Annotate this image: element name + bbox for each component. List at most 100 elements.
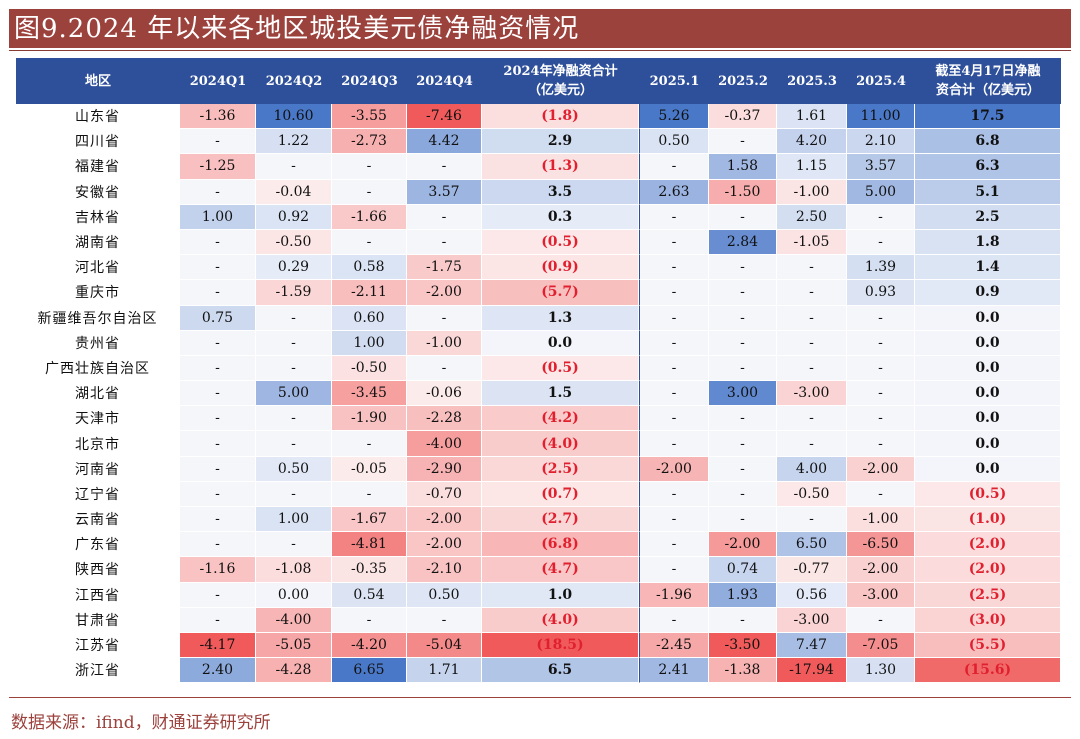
table-row: 陕西省 -1.16 -1.08 -0.35 -2.10 (4.7) -0.74 -0.77 -2…: [16, 557, 1061, 583]
value-cell: -: [256, 532, 332, 558]
value-cell: 1.0: [482, 582, 639, 608]
table-row: 北京市 - - - -4.00 (4.0) - - - -0.0: [16, 431, 1061, 457]
value-cell: 0.3: [482, 204, 639, 230]
value-cell: -1.67: [332, 507, 407, 533]
region-name: 重庆市: [16, 280, 180, 306]
value-cell: 0.0: [915, 330, 1061, 356]
value-cell: -4.00: [407, 431, 482, 457]
value-cell: 1.30: [847, 658, 915, 684]
source-note: 数据来源：ifind，财通证券研究所: [11, 713, 271, 733]
value-cell: -: [709, 507, 777, 533]
table-row: 广东省 - - -4.81 -2.00 (6.8) - -2.00 6.50 -6.50 (2.0): [16, 532, 1061, 558]
value-cell: 1.00: [256, 507, 332, 533]
value-cell: -: [639, 532, 709, 558]
region-name: 河北省: [16, 255, 180, 281]
value-cell: -1.25: [180, 154, 256, 180]
region-name: 安徽省: [16, 179, 180, 205]
value-cell: -: [180, 456, 256, 482]
value-cell: 6.50: [777, 532, 847, 558]
column-header: 2024年净融资合计 （亿美元）: [482, 58, 639, 104]
value-cell: -4.28: [256, 658, 332, 684]
value-cell: (1.8): [482, 104, 639, 130]
value-cell: -: [256, 431, 332, 457]
region-name: 广西壮族自治区: [16, 355, 180, 382]
table-row: 江苏省 -4.17 -5.05 -4.20 -5.04 (18.5) -2.45 -3.50 7…: [16, 632, 1061, 659]
table-row: 广西壮族自治区 - - -0.50- (0.5) - - - -0.0: [16, 355, 1061, 382]
value-cell: -: [407, 305, 482, 331]
value-cell: -: [847, 355, 915, 382]
value-cell: -1.00: [847, 507, 915, 533]
value-cell: 0.58: [332, 255, 407, 281]
region-name: 吉林省: [16, 204, 180, 230]
value-cell: -: [777, 507, 847, 533]
value-cell: 0.50: [256, 456, 332, 482]
value-cell: -: [180, 381, 256, 407]
value-cell: (4.0): [482, 607, 639, 633]
table-row: 吉林省 1.00 0.92 -1.66-0.3- -2.50-2.5: [16, 204, 1061, 230]
table-body: 山东省 -1.36 10.60 -3.55 -7.46 (1.8) 5.26 -0.37 1.6…: [16, 104, 1061, 684]
table-row: 湖北省 -5.00 -3.45 -0.06 1.5-3.00 -3.00-0.0: [16, 381, 1061, 407]
value-cell: -1.16: [180, 557, 256, 583]
value-cell: 2.5: [915, 204, 1061, 230]
value-cell: 6.65: [332, 658, 407, 684]
value-cell: -1.50: [709, 179, 777, 205]
value-cell: -2.00: [407, 507, 482, 533]
value-cell: -: [180, 481, 256, 507]
value-cell: -: [847, 607, 915, 633]
value-cell: -: [639, 355, 709, 382]
value-cell: -: [180, 582, 256, 608]
value-cell: -: [180, 607, 256, 633]
value-cell: 1.15: [777, 154, 847, 180]
value-cell: (4.7): [482, 557, 639, 583]
value-cell: 17.5: [915, 104, 1061, 130]
value-cell: 0.00: [256, 582, 332, 608]
value-cell: -0.06: [407, 381, 482, 407]
value-cell: -: [709, 355, 777, 382]
table-row: 四川省 -1.22 -2.73 4.42 2.9 0.50-4.20 2.10 6.8: [16, 129, 1061, 155]
value-cell: -: [332, 431, 407, 457]
value-cell: 1.3: [482, 305, 639, 331]
value-cell: (6.8): [482, 532, 639, 558]
value-cell: -: [332, 229, 407, 256]
value-cell: -1.38: [709, 658, 777, 684]
value-cell: 0.56: [777, 582, 847, 608]
column-header: 2025.1: [639, 58, 709, 104]
value-cell: 0.93: [847, 280, 915, 306]
value-cell: -3.50: [709, 632, 777, 659]
value-cell: (5.7): [482, 280, 639, 306]
table-row: 云南省 -1.00 -1.67 -2.00 (2.7) - - - -1.00 (1.0): [16, 507, 1061, 533]
value-cell: (0.9): [482, 255, 639, 281]
value-cell: 0.0: [915, 406, 1061, 432]
value-cell: 10.60: [256, 104, 332, 130]
region-name: 陕西省: [16, 557, 180, 583]
value-cell: -3.55: [332, 104, 407, 130]
value-cell: -: [847, 204, 915, 230]
value-cell: -4.20: [332, 632, 407, 659]
value-cell: 2.40: [180, 658, 256, 684]
value-cell: 5.00: [256, 381, 332, 407]
value-cell: -: [332, 607, 407, 633]
value-cell: (0.5): [482, 229, 639, 256]
value-cell: 2.41: [639, 658, 709, 684]
value-cell: -1.90: [332, 406, 407, 432]
value-cell: -: [180, 507, 256, 533]
value-cell: 0.0: [915, 431, 1061, 457]
table-row: 山东省 -1.36 10.60 -3.55 -7.46 (1.8) 5.26 -0.37 1.6…: [16, 104, 1061, 130]
value-cell: 0.0: [915, 456, 1061, 482]
region-name: 四川省: [16, 129, 180, 155]
value-cell: -: [639, 280, 709, 306]
value-cell: -: [256, 154, 332, 180]
table-container: 地区 2024Q1 2024Q2 2024Q3 2024Q4 2024年净融资合计 （亿美元…: [16, 58, 1061, 684]
value-cell: -2.11: [332, 280, 407, 306]
chart-title: 图9.2024 年以来各地区城投美元债净融资情况: [14, 14, 580, 44]
value-cell: -: [180, 330, 256, 356]
value-cell: -: [332, 154, 407, 180]
value-cell: (0.5): [915, 481, 1061, 507]
table-row: 安徽省 - -0.04-3.57 3.5 2.63 -1.50 -1.00 5.00 5.1: [16, 179, 1061, 205]
table-row: 河北省 -0.29 0.58 -1.75 (0.9) - - -1.39 1.4: [16, 255, 1061, 281]
region-name: 湖北省: [16, 381, 180, 407]
value-cell: (2.5): [915, 582, 1061, 608]
value-cell: -: [180, 229, 256, 256]
value-cell: -1.96: [639, 582, 709, 608]
value-cell: 0.0: [915, 305, 1061, 331]
